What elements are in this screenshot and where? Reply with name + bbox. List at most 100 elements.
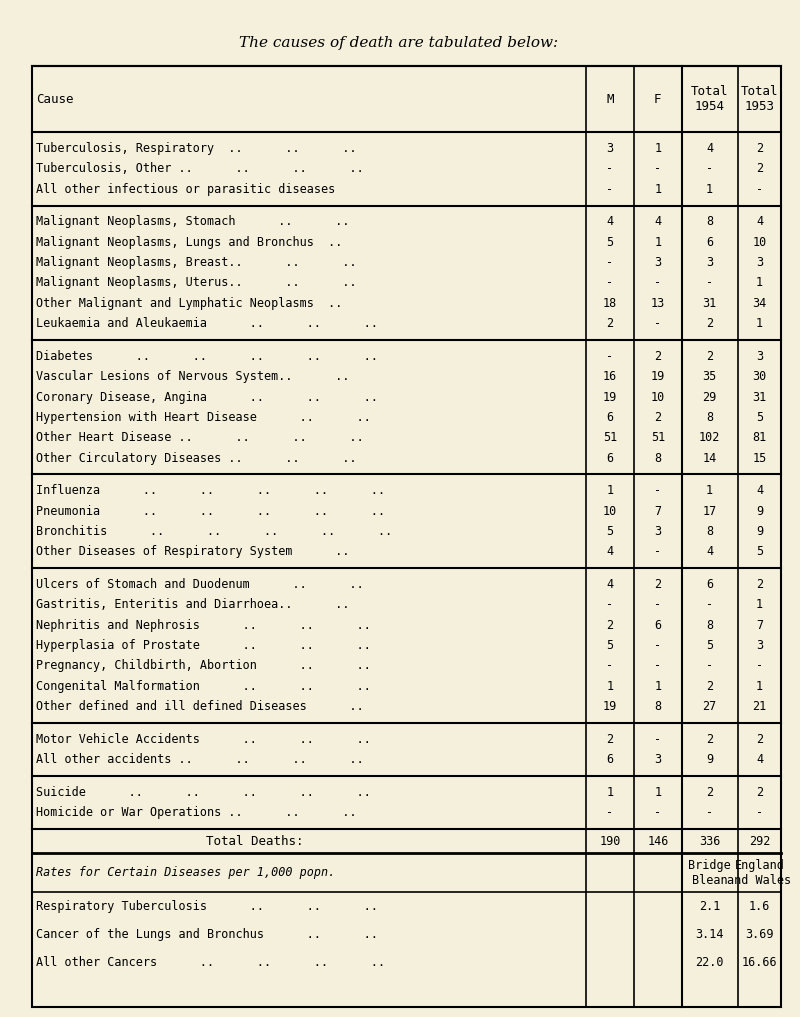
- Text: 1: 1: [756, 679, 763, 693]
- Text: 4: 4: [756, 216, 763, 229]
- Text: 51: 51: [603, 431, 617, 444]
- Text: 3: 3: [606, 142, 614, 155]
- Text: Total
1954: Total 1954: [691, 85, 729, 113]
- Text: 6: 6: [706, 578, 714, 591]
- Text: 1: 1: [706, 484, 714, 497]
- Text: 1: 1: [606, 786, 614, 798]
- Text: 2.1: 2.1: [699, 900, 720, 913]
- Text: Gastritis, Enteritis and Diarrhoea..      ..: Gastritis, Enteritis and Diarrhoea.. ..: [36, 598, 350, 611]
- Text: M: M: [606, 93, 614, 106]
- Text: Malignant Neoplasms, Breast..      ..      ..: Malignant Neoplasms, Breast.. .. ..: [36, 256, 357, 270]
- Text: Nephritis and Nephrosis      ..      ..      ..: Nephritis and Nephrosis .. .. ..: [36, 618, 370, 632]
- Text: 102: 102: [699, 431, 720, 444]
- Text: 5: 5: [756, 411, 763, 424]
- Text: 9: 9: [756, 504, 763, 518]
- Text: -: -: [706, 659, 714, 672]
- Text: 35: 35: [702, 370, 717, 383]
- Text: 3: 3: [654, 753, 662, 766]
- Text: Cause: Cause: [36, 93, 74, 106]
- Text: Hyperplasia of Prostate      ..      ..      ..: Hyperplasia of Prostate .. .. ..: [36, 639, 370, 652]
- Text: 190: 190: [599, 835, 621, 847]
- Text: -: -: [606, 183, 614, 195]
- Text: Pregnancy, Childbirth, Abortion      ..      ..: Pregnancy, Childbirth, Abortion .. ..: [36, 659, 370, 672]
- Text: F: F: [654, 93, 662, 106]
- Text: 2: 2: [606, 732, 614, 745]
- Text: Coronary Disease, Angina      ..      ..      ..: Coronary Disease, Angina .. .. ..: [36, 391, 378, 404]
- Text: 1: 1: [756, 598, 763, 611]
- Text: Ulcers of Stomach and Duodenum      ..      ..: Ulcers of Stomach and Duodenum .. ..: [36, 578, 364, 591]
- Text: -: -: [706, 277, 714, 290]
- Text: 3.14: 3.14: [695, 928, 724, 941]
- Text: 9: 9: [706, 753, 714, 766]
- Text: 4: 4: [756, 753, 763, 766]
- Text: 31: 31: [702, 297, 717, 310]
- Text: -: -: [654, 806, 662, 819]
- Text: Total Deaths:: Total Deaths:: [206, 835, 304, 847]
- Text: 14: 14: [702, 452, 717, 465]
- Text: 2: 2: [606, 618, 614, 632]
- Text: 19: 19: [603, 391, 617, 404]
- Text: 31: 31: [752, 391, 766, 404]
- Text: 146: 146: [647, 835, 669, 847]
- Text: -: -: [706, 806, 714, 819]
- Text: 1: 1: [606, 679, 614, 693]
- Text: -: -: [756, 659, 763, 672]
- Text: 10: 10: [603, 504, 617, 518]
- Text: Other defined and ill defined Diseases      ..: Other defined and ill defined Diseases .…: [36, 700, 364, 713]
- Text: 21: 21: [752, 700, 766, 713]
- Text: -: -: [756, 806, 763, 819]
- Text: Motor Vehicle Accidents      ..      ..      ..: Motor Vehicle Accidents .. .. ..: [36, 732, 370, 745]
- Text: 8: 8: [706, 216, 714, 229]
- Text: Pneumonia      ..      ..      ..      ..      ..: Pneumonia .. .. .. .. ..: [36, 504, 385, 518]
- Text: 4: 4: [756, 484, 763, 497]
- Text: -: -: [606, 659, 614, 672]
- Text: 5: 5: [706, 639, 714, 652]
- Text: 2: 2: [706, 786, 714, 798]
- Text: Diabetes      ..      ..      ..      ..      ..: Diabetes .. .. .. .. ..: [36, 350, 378, 363]
- Text: All other infectious or parasitic diseases: All other infectious or parasitic diseas…: [36, 183, 335, 195]
- Text: Other Heart Disease ..      ..      ..      ..: Other Heart Disease .. .. .. ..: [36, 431, 364, 444]
- Text: 22.0: 22.0: [695, 956, 724, 968]
- Text: 5: 5: [756, 545, 763, 558]
- Text: 336: 336: [699, 835, 720, 847]
- Text: 2: 2: [706, 350, 714, 363]
- Text: Homicide or War Operations ..      ..      ..: Homicide or War Operations .. .. ..: [36, 806, 357, 819]
- Text: 19: 19: [650, 370, 665, 383]
- Text: 81: 81: [752, 431, 766, 444]
- Text: 2: 2: [756, 163, 763, 175]
- Text: 1: 1: [756, 317, 763, 331]
- Text: 6: 6: [654, 618, 662, 632]
- Text: Influenza      ..      ..      ..      ..      ..: Influenza .. .. .. .. ..: [36, 484, 385, 497]
- Text: -: -: [606, 277, 614, 290]
- Text: 8: 8: [706, 525, 714, 538]
- Text: 2: 2: [654, 411, 662, 424]
- Text: -: -: [706, 598, 714, 611]
- Text: 1: 1: [654, 679, 662, 693]
- Text: 6: 6: [606, 411, 614, 424]
- Text: 3: 3: [756, 256, 763, 270]
- Text: England
and Wales: England and Wales: [727, 858, 791, 887]
- Text: 2: 2: [706, 732, 714, 745]
- Text: 1: 1: [654, 183, 662, 195]
- Text: 2: 2: [706, 317, 714, 331]
- Text: 8: 8: [706, 411, 714, 424]
- Text: Respiratory Tuberculosis      ..      ..      ..: Respiratory Tuberculosis .. .. ..: [36, 900, 378, 913]
- Text: Other Malignant and Lymphatic Neoplasms  ..: Other Malignant and Lymphatic Neoplasms …: [36, 297, 342, 310]
- Text: 10: 10: [752, 236, 766, 249]
- Text: 17: 17: [702, 504, 717, 518]
- Text: 1: 1: [654, 786, 662, 798]
- Text: 16.66: 16.66: [742, 956, 778, 968]
- Text: 1.6: 1.6: [749, 900, 770, 913]
- Text: 1: 1: [606, 484, 614, 497]
- Text: Suicide      ..      ..      ..      ..      ..: Suicide .. .. .. .. ..: [36, 786, 370, 798]
- Text: 6: 6: [606, 753, 614, 766]
- Text: All other accidents ..      ..      ..      ..: All other accidents .. .. .. ..: [36, 753, 364, 766]
- Text: -: -: [706, 163, 714, 175]
- Text: 4: 4: [606, 578, 614, 591]
- Text: 30: 30: [752, 370, 766, 383]
- Text: -: -: [756, 183, 763, 195]
- Text: 27: 27: [702, 700, 717, 713]
- Text: 2: 2: [756, 732, 763, 745]
- Text: 15: 15: [752, 452, 766, 465]
- Text: 3: 3: [706, 256, 714, 270]
